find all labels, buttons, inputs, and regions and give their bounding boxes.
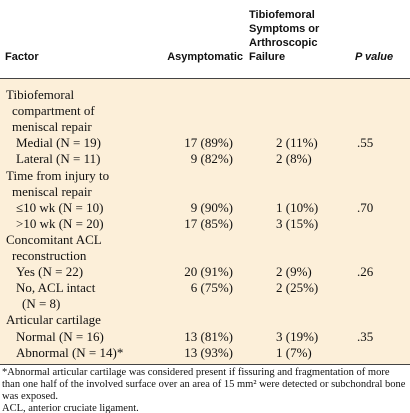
factor-text: No, ACL intact xyxy=(16,280,96,296)
asymptomatic-cell: 17 (89%) xyxy=(184,135,233,151)
asymptomatic-cell: 9 (90%) xyxy=(190,199,233,215)
factor-text: Lateral (N = 11) xyxy=(16,151,101,167)
footnote: ACL, anterior cruciate ligament. xyxy=(2,403,139,413)
asymptomatic-cell: 9 (82%) xyxy=(190,151,233,167)
asymptomatic-cell: 13 (93%) xyxy=(184,344,233,360)
factor-text: Tibiofemoral xyxy=(6,87,75,102)
p-value-cell: .55 xyxy=(357,135,374,151)
factor-text: Concomitant ACL xyxy=(6,231,102,247)
header-failure: Arthroscopic xyxy=(249,37,318,49)
failure-cell: 2 (11%) xyxy=(276,135,318,151)
factor-text: Yes (N = 22) xyxy=(16,264,84,280)
header-failure: Symptoms or xyxy=(249,23,320,35)
asymptomatic-cell: 17 (85%) xyxy=(184,215,233,231)
footnote: *Abnormal articular cartilage was consid… xyxy=(2,367,406,402)
asymptomatic-cell: 13 (81%) xyxy=(184,328,233,344)
factor-text: Articular cartilage xyxy=(6,312,101,328)
table-body xyxy=(0,78,410,365)
factor-text: compartment of xyxy=(12,103,95,119)
factor-text: ≤10 wk (N = 10) xyxy=(16,199,104,215)
factor-text: meniscal repair xyxy=(12,183,92,199)
failure-cell: 1 (10%) xyxy=(276,199,319,215)
p-value-cell: .26 xyxy=(357,264,374,280)
header-failure: Failure xyxy=(249,51,286,63)
factor-text: >10 wk (N = 20) xyxy=(16,215,104,231)
failure-cell: 2 (25%) xyxy=(276,280,319,296)
factor-text: Medial (N = 19) xyxy=(16,135,101,151)
factor-text: meniscal repair xyxy=(12,119,92,135)
failure-cell: 2 (8%) xyxy=(276,151,312,167)
header-factor: Factor xyxy=(5,51,39,63)
factor-text: Normal (N = 16) xyxy=(16,328,104,344)
p-value-cell: .70 xyxy=(357,199,374,215)
header-failure: Tibiofemoral xyxy=(249,9,315,21)
factor-text: Time from injury to xyxy=(6,167,110,183)
failure-cell: 2 (9%) xyxy=(276,264,312,280)
footnotes: *Abnormal articular cartilage was consid… xyxy=(2,367,408,413)
failure-cell: 3 (15%) xyxy=(276,215,319,231)
factor-text: reconstruction xyxy=(12,248,87,263)
p-value-cell: .35 xyxy=(357,328,374,344)
header-asymptomatic: Asymptomatic xyxy=(167,51,243,63)
failure-cell: 1 (7%) xyxy=(276,344,312,360)
factor-text: (N = 8) xyxy=(22,296,61,312)
asymptomatic-cell: 20 (91%) xyxy=(184,264,233,280)
failure-cell: 3 (19%) xyxy=(276,328,319,344)
header-p: P value xyxy=(355,51,394,63)
factor-text: Abnormal (N = 14)* xyxy=(16,344,124,360)
asymptomatic-cell: 6 (75%) xyxy=(190,280,233,296)
